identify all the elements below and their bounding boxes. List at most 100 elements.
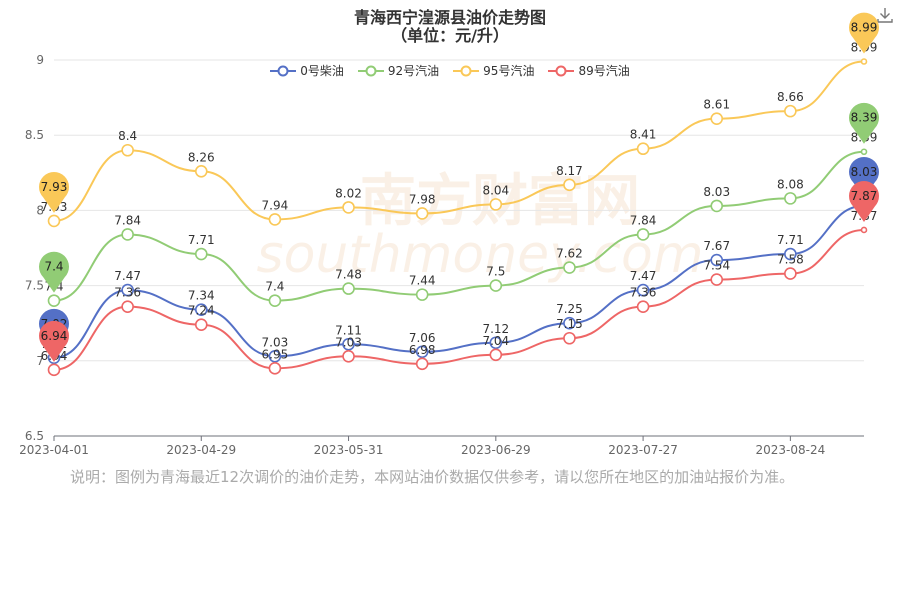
data-label: 7.03 [335,335,362,349]
y-tick-label: 7.5 [25,279,44,293]
data-point[interactable] [268,349,282,363]
chart-subtitle: （单位：元/升） [391,26,509,45]
data-label: 7.11 [335,323,362,337]
legend-item-0[interactable]: 0号柴油 [270,62,344,79]
marker-label: 6.94 [41,329,68,343]
data-point[interactable] [489,348,503,362]
data-label: 7.15 [556,317,583,331]
legend-item-1[interactable]: 92号汽油 [357,62,440,79]
data-point[interactable] [194,303,208,316]
marker-pin [849,102,880,144]
extreme-markers-2: 8.99 7.93 [39,12,880,213]
y-tick-label: 9 [36,53,44,67]
data-label: 7.94 [262,198,289,212]
data-point[interactable] [784,104,797,118]
data-label: 8.02 [335,186,362,200]
data-point[interactable] [860,226,868,234]
data-point[interactable] [194,247,208,261]
data-point[interactable] [47,214,61,228]
data-point[interactable] [710,112,724,125]
data-point[interactable] [342,282,355,295]
data-label: 7.5 [486,265,505,279]
data-point[interactable] [784,247,797,261]
marker-pin [39,251,69,293]
data-point[interactable] [784,267,797,280]
data-point[interactable] [563,261,576,274]
marker-label: 8.03 [851,165,878,179]
data-label: 7.4 [265,280,284,294]
extreme-markers-1: 8.39 7.4 [39,102,880,293]
watermark-en: southmoney.com [257,225,704,285]
data-point[interactable] [194,164,208,178]
data-point[interactable] [121,300,134,313]
y-tick-label: 7 [36,354,44,368]
series-line [53,150,865,302]
data-point[interactable] [47,294,61,307]
marker-pin [39,320,69,362]
data-point[interactable] [489,279,503,292]
data-label: 7.47 [630,269,657,283]
data-point[interactable] [121,283,134,297]
data-label: 7.54 [703,259,730,273]
data-point[interactable] [121,228,134,241]
data-label: 7.84 [114,213,141,227]
data-label: 8.08 [777,177,804,191]
data-label: 7.48 [335,268,362,282]
data-point[interactable] [636,300,650,313]
data-point[interactable] [342,201,355,214]
x-tick-label: 2023-04-29 [166,443,236,457]
data-point[interactable] [415,357,429,371]
data-point[interactable] [860,58,868,65]
data-point[interactable] [784,192,797,205]
data-label: 7.04 [482,334,509,348]
data-point[interactable] [194,318,208,332]
legend-item-3[interactable]: 89号汽油 [548,62,630,79]
data-point[interactable] [415,288,429,301]
data-point[interactable] [489,336,503,350]
marker-label: 8.39 [851,111,878,125]
data-point[interactable] [860,148,868,156]
data-point[interactable] [121,143,134,157]
download-icon[interactable] [876,6,894,24]
legend-item-2[interactable]: 95号汽油 [453,62,534,79]
data-label: 8.66 [777,90,804,104]
data-point[interactable] [710,253,724,267]
data-label: 7.71 [188,233,215,247]
marker-label: 8.99 [851,21,878,35]
data-point[interactable] [415,345,429,359]
x-tick-label: 2023-04-01 [19,443,89,457]
data-label: 7.84 [630,213,657,227]
data-point[interactable] [710,273,724,286]
data-label: 7.03 [262,335,289,349]
series-1 [53,150,865,302]
data-label: 7.12 [482,322,509,336]
series-points-0: 7.027.477.347.037.117.067.127.257.477.67… [41,185,877,365]
data-label: 8.17 [556,164,583,178]
series-points-1: 7.4 7.84 7.71 7.4 7.48 7.44 7.5 7.62 7.84 8.03 8.0… [44,131,877,307]
data-point[interactable] [563,331,576,345]
data-point[interactable] [342,349,355,363]
data-label: 8.41 [630,128,657,142]
data-point[interactable] [268,362,282,375]
series-2 [53,60,865,222]
data-point[interactable] [563,316,576,330]
marker-pin [849,156,880,198]
data-label: 7.98 [409,192,436,206]
data-label: 7.34 [188,289,215,303]
data-point[interactable] [563,178,576,192]
data-point[interactable] [489,198,503,211]
data-label: 8.04 [482,183,509,197]
data-point[interactable] [415,207,429,220]
data-point[interactable] [268,294,282,307]
data-point[interactable] [268,213,282,226]
legend-label: 92号汽油 [387,64,440,78]
data-point[interactable] [636,228,650,241]
legend-symbol [548,65,575,76]
data-point[interactable] [47,363,61,377]
data-point[interactable] [710,199,724,213]
data-point[interactable] [636,142,650,156]
series-line [53,60,865,222]
data-point[interactable] [636,283,650,297]
legend-label: 95号汽油 [483,64,535,78]
data-point[interactable] [342,337,355,351]
